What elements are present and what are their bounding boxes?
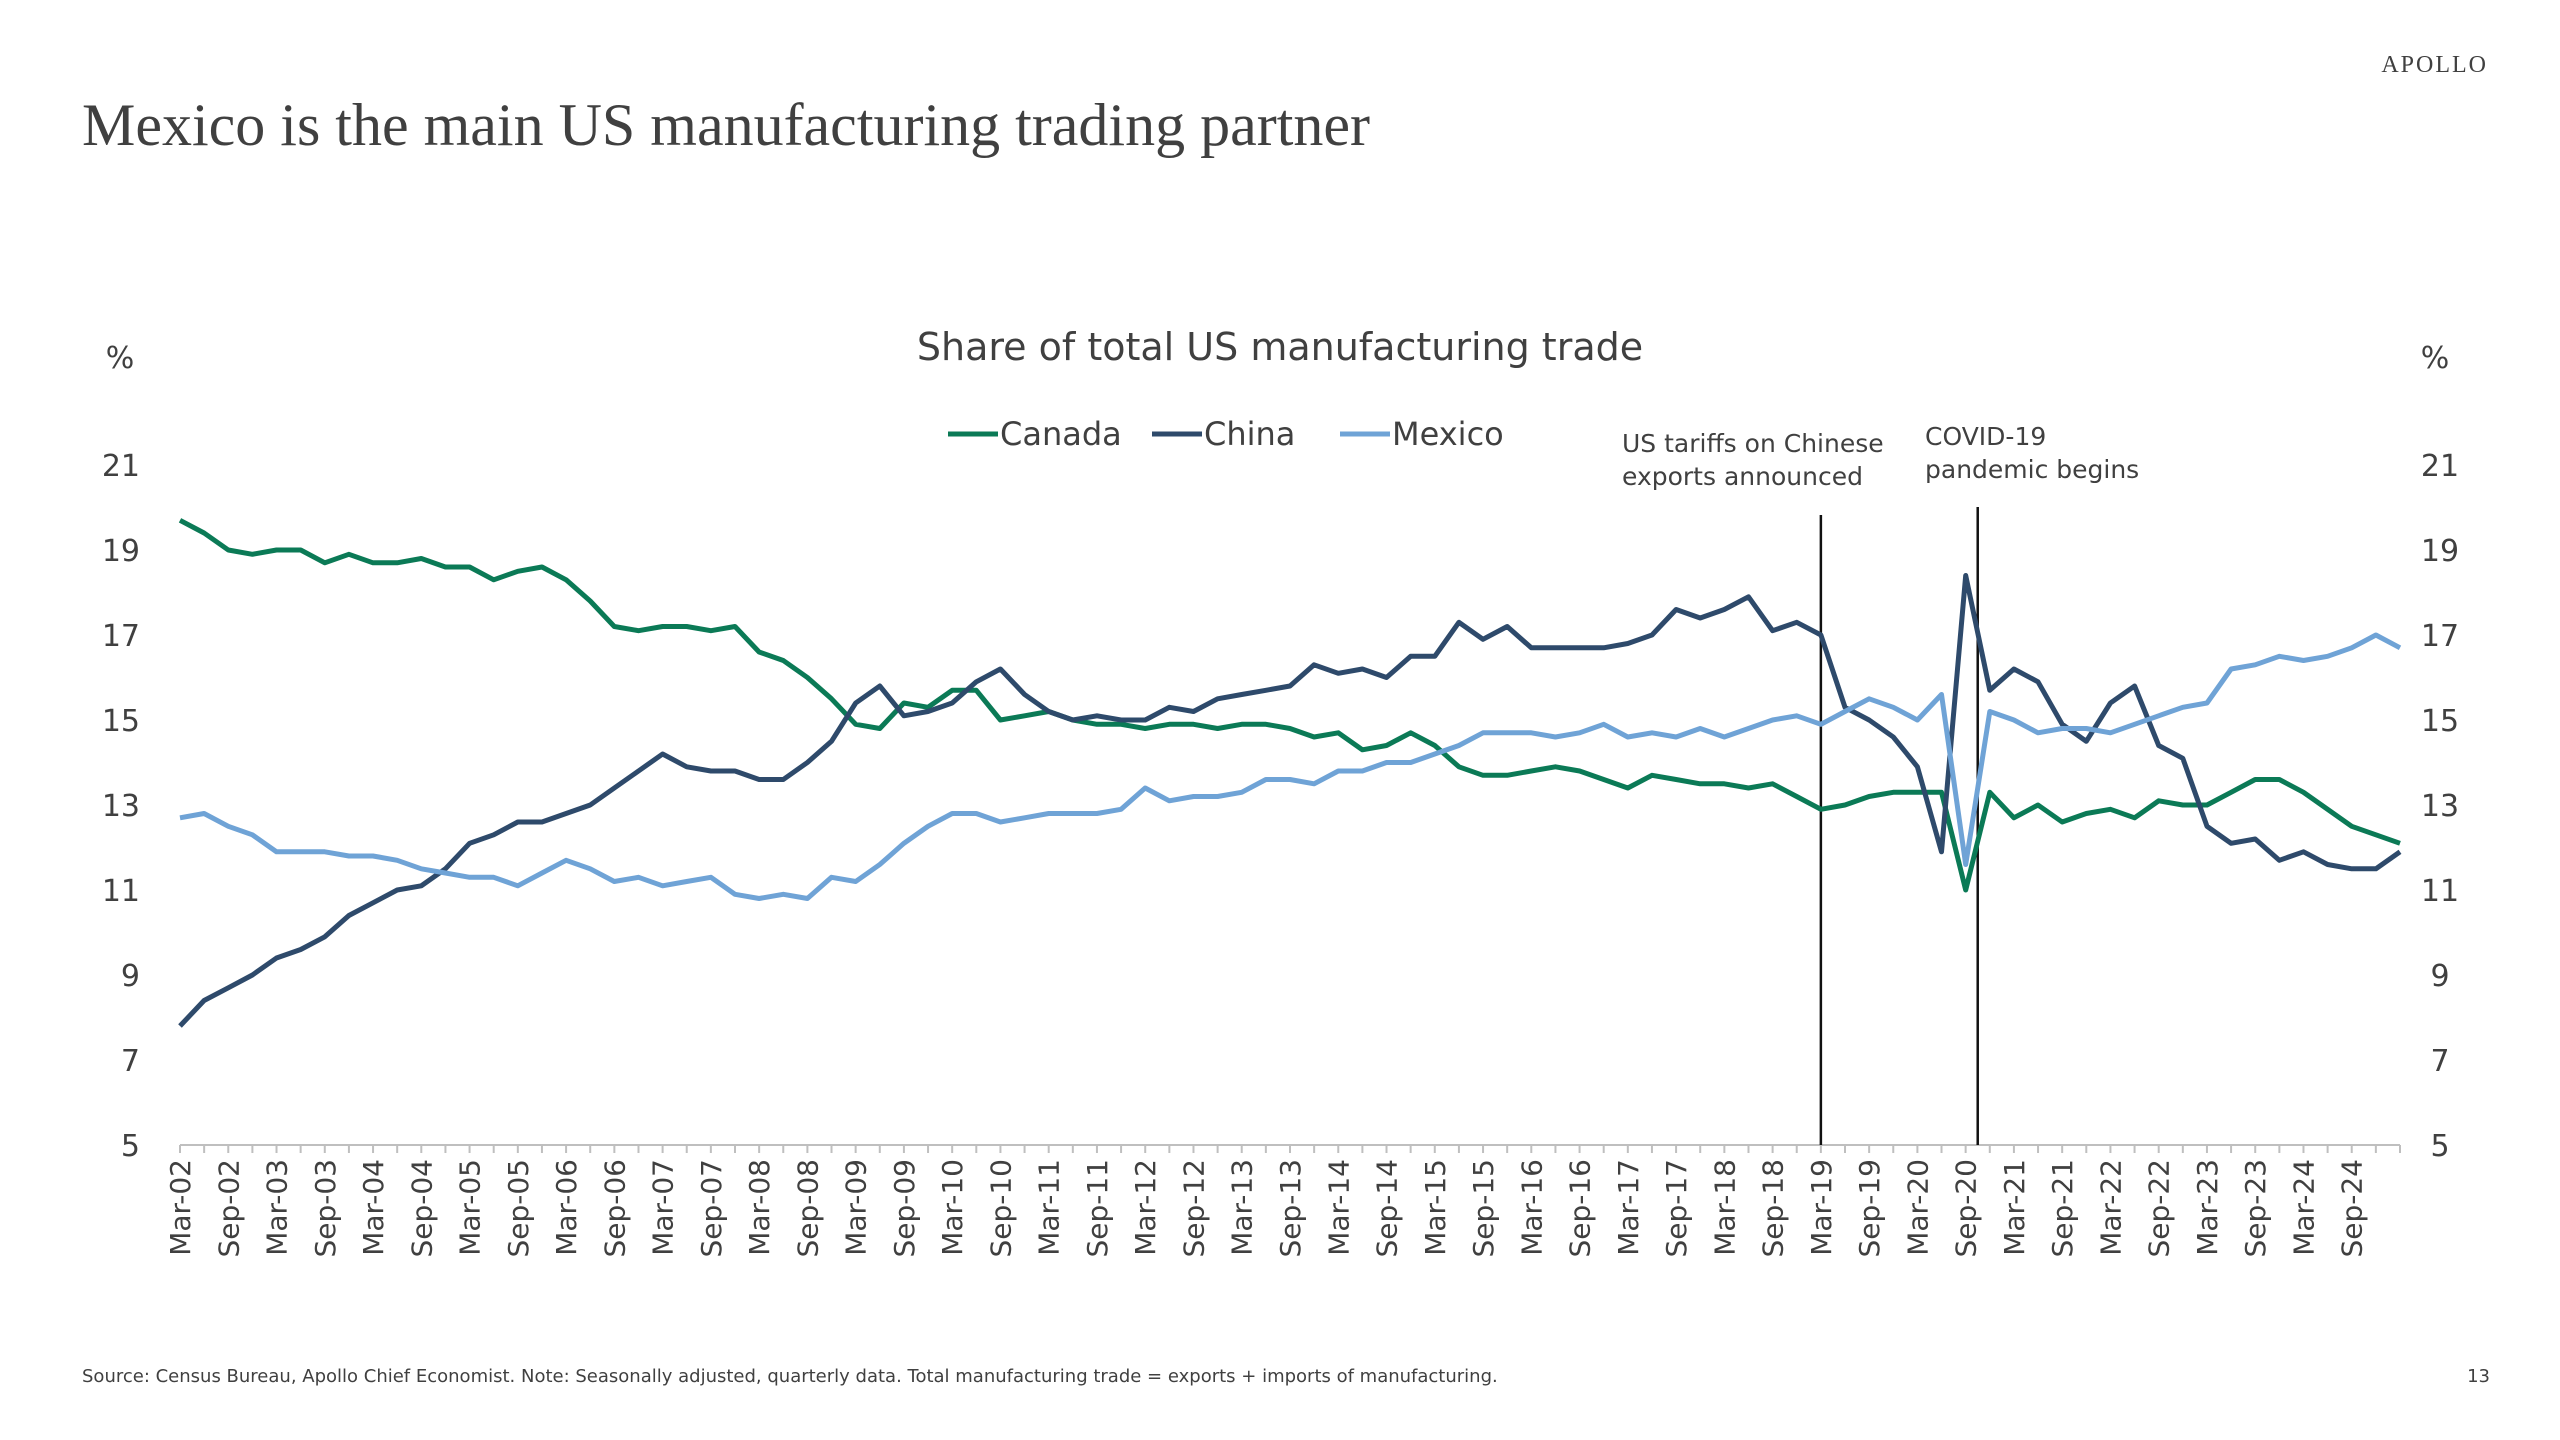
series-line xyxy=(179,632,2402,901)
legend-label: China xyxy=(1204,415,1295,453)
x-tick-label: Mar-23 xyxy=(2191,1159,2224,1256)
x-tick-label: Mar-11 xyxy=(1033,1159,1066,1256)
x-tick-label: Mar-16 xyxy=(1515,1159,1548,1256)
x-tick-label: Mar-13 xyxy=(1226,1159,1259,1256)
x-tick-label: Sep-05 xyxy=(502,1159,535,1258)
x-tick-label: Mar-08 xyxy=(743,1159,776,1256)
x-tick-label: Sep-08 xyxy=(791,1159,824,1258)
x-tick-label: Sep-09 xyxy=(888,1159,921,1258)
y2-tick-label: 7 xyxy=(2430,1044,2449,1079)
x-tick-label: Sep-23 xyxy=(2239,1159,2272,1258)
x-tick-label: Sep-17 xyxy=(1660,1159,1693,1258)
brand: APOLLO xyxy=(2381,52,2488,78)
y-tick-label: 15 xyxy=(102,704,140,739)
annotation: pandemic begins xyxy=(1925,455,2139,484)
y-tick-label: 9 xyxy=(121,959,140,994)
x-tick-label: Mar-12 xyxy=(1129,1159,1162,1256)
x-tick-label: Mar-10 xyxy=(936,1159,969,1256)
x-tick-label: Mar-15 xyxy=(1419,1159,1452,1256)
y2-tick-label: 9 xyxy=(2430,959,2449,994)
x-tick-label: Sep-07 xyxy=(695,1159,728,1258)
y2-tick-label: 19 xyxy=(2421,534,2459,569)
x-tick-label: Mar-20 xyxy=(1901,1159,1934,1256)
source-note: Source: Census Bureau, Apollo Chief Econ… xyxy=(82,1366,1498,1387)
legend-label: Mexico xyxy=(1392,415,1504,453)
series-line xyxy=(178,518,2401,893)
x-tick-label: Mar-22 xyxy=(2094,1159,2127,1256)
x-tick-label: Sep-14 xyxy=(1371,1159,1404,1258)
x-tick-label: Mar-04 xyxy=(357,1159,390,1256)
x-tick-label: Sep-13 xyxy=(1274,1159,1307,1258)
y-tick-label: 7 xyxy=(121,1044,140,1079)
chart-subtitle: Share of total US manufacturing trade xyxy=(917,325,1643,369)
x-tick-label: Mar-05 xyxy=(454,1159,487,1256)
annotation: exports announced xyxy=(1622,462,1863,491)
y-tick-label: 21 xyxy=(102,449,140,484)
y-tick-label: 11 xyxy=(102,874,140,909)
y-axis-label: % xyxy=(106,341,135,376)
annotation: US tariffs on Chinese xyxy=(1622,429,1884,458)
x-tick-label: Mar-07 xyxy=(647,1159,680,1256)
y2-axis-label: % xyxy=(2421,341,2450,376)
x-tick-label: Sep-06 xyxy=(598,1159,631,1258)
y-tick-label: 17 xyxy=(102,619,140,654)
series-line xyxy=(178,573,2402,1028)
y2-tick-label: 21 xyxy=(2421,449,2459,484)
x-tick-label: Sep-21 xyxy=(2046,1159,2079,1258)
x-tick-label: Sep-18 xyxy=(1757,1159,1790,1258)
x-tick-label: Mar-09 xyxy=(840,1159,873,1256)
y-tick-label: 5 xyxy=(121,1129,140,1164)
y2-tick-label: 13 xyxy=(2421,789,2459,824)
annotation: COVID-19 xyxy=(1925,422,2046,451)
x-tick-label: Sep-20 xyxy=(1950,1159,1983,1258)
x-tick-label: Sep-19 xyxy=(1853,1159,1886,1258)
x-tick-label: Sep-04 xyxy=(405,1159,438,1258)
x-tick-label: Mar-18 xyxy=(1708,1159,1741,1256)
x-tick-label: Sep-03 xyxy=(309,1159,342,1258)
x-tick-label: Mar-06 xyxy=(550,1159,583,1256)
x-tick-label: Mar-14 xyxy=(1322,1159,1355,1256)
chart-title: Mexico is the main US manufacturing trad… xyxy=(82,92,1370,158)
x-tick-label: Mar-21 xyxy=(1998,1159,2031,1256)
y2-tick-label: 15 xyxy=(2421,704,2459,739)
x-tick-label: Sep-11 xyxy=(1081,1159,1114,1258)
x-tick-label: Sep-10 xyxy=(984,1159,1017,1258)
x-tick-label: Mar-03 xyxy=(261,1159,294,1256)
y2-tick-label: 11 xyxy=(2421,874,2459,909)
x-tick-label: Sep-22 xyxy=(2143,1159,2176,1258)
x-tick-label: Sep-02 xyxy=(212,1159,245,1258)
x-tick-label: Mar-17 xyxy=(1612,1159,1645,1256)
x-tick-label: Sep-16 xyxy=(1564,1159,1597,1258)
page-number: 13 xyxy=(2467,1366,2490,1387)
y2-tick-label: 5 xyxy=(2430,1129,2449,1164)
x-tick-label: Mar-19 xyxy=(1805,1159,1838,1256)
y-tick-label: 13 xyxy=(102,789,140,824)
x-tick-label: Sep-12 xyxy=(1177,1159,1210,1258)
legend-label: Canada xyxy=(1000,415,1122,453)
y-tick-label: 19 xyxy=(102,534,140,569)
x-tick-label: Sep-15 xyxy=(1467,1159,1500,1258)
x-tick-label: Mar-24 xyxy=(2287,1159,2320,1256)
y2-tick-label: 17 xyxy=(2421,619,2459,654)
x-tick-label: Mar-02 xyxy=(164,1159,197,1256)
x-tick-label: Sep-24 xyxy=(2336,1159,2369,1258)
